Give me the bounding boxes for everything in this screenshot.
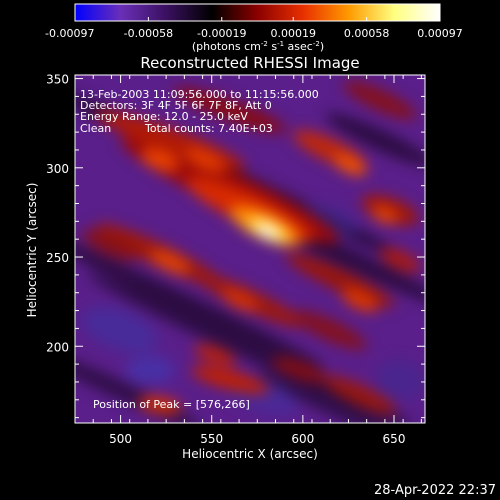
x-axis-ticks: 500 550 600 650 xyxy=(74,75,422,446)
annotations: 13-Feb-2003 11:09:56.000 to 11:15:56.000… xyxy=(80,88,319,411)
heatmap-blob xyxy=(341,288,379,312)
colorbar-tick-label: -0.00058 xyxy=(124,27,173,40)
heatmap-blob xyxy=(82,229,138,261)
heatmap-blob xyxy=(184,147,226,173)
heatmap-blob xyxy=(81,306,159,354)
footer-timestamp: 28-Apr-2022 22:37 xyxy=(374,483,496,498)
heatmap-blob xyxy=(333,154,367,176)
annotation-method: Clean xyxy=(80,122,111,135)
colorbar-tick-label: 0.00058 xyxy=(344,27,390,40)
heatmap-blob xyxy=(379,247,421,273)
heatmap-blob xyxy=(325,113,425,167)
colorbar-tick-labels: -0.00097 -0.00058 -0.00019 0.00019 0.00058 0.… xyxy=(45,27,463,40)
heatmap-image xyxy=(75,75,425,423)
annotation-energy: Energy Range: 12.0 - 25.0 keV xyxy=(80,110,248,123)
heatmap-blob xyxy=(293,310,367,350)
x-axis-label: Heliocentric X (arcsec) xyxy=(182,447,318,461)
heatmap-blob xyxy=(371,206,399,224)
heatmap-blob xyxy=(221,288,259,312)
colorbar-tick-label: 0.00019 xyxy=(270,27,316,40)
heatmap-blob xyxy=(343,80,417,120)
heatmap-blob xyxy=(173,87,287,133)
heatmap-blob xyxy=(323,375,397,415)
y-axis-label: Heliocentric Y (arcsec) xyxy=(25,183,39,318)
heatmap-blob xyxy=(194,344,236,366)
heatmap-blob xyxy=(149,249,191,275)
annotation-detectors: Detectors: 3F 4F 5F 6F 7F 8F, Att 0 xyxy=(80,99,272,112)
y-tick-label: 300 xyxy=(46,162,69,176)
chart-title: Reconstructed RHESSI Image xyxy=(140,54,359,72)
y-tick-label: 200 xyxy=(46,340,69,354)
heatmap-blob xyxy=(258,224,278,238)
y-tick-label: 250 xyxy=(46,251,69,265)
annotation-peak-position: Position of Peak = [576,266] xyxy=(93,398,250,411)
x-tick-label: 600 xyxy=(291,432,314,446)
annotation-total-counts: Total counts: 7.40E+03 xyxy=(144,122,273,135)
x-tick-label: 500 xyxy=(109,432,132,446)
heatmap-blob xyxy=(138,396,182,414)
heatmap-blob xyxy=(258,371,422,423)
colorbar-tick-label: -0.00097 xyxy=(45,27,94,40)
plot-frame xyxy=(74,74,426,424)
heatmap-blob xyxy=(140,148,180,172)
colorbar-tick-label: 0.00097 xyxy=(417,27,463,40)
heatmap-blob xyxy=(285,253,395,307)
heatmap-blob xyxy=(125,356,175,384)
colorbar-units-label: (photons cm-2 s-1 asec-2) xyxy=(192,40,324,53)
colorbar-ticks xyxy=(74,17,441,21)
colorbar xyxy=(74,3,441,22)
colorbar-tick-label: -0.00019 xyxy=(197,27,246,40)
x-tick-label: 550 xyxy=(200,432,223,446)
x-tick-label: 650 xyxy=(383,432,406,446)
heatmap-blob xyxy=(271,356,329,384)
y-tick-label: 350 xyxy=(46,73,69,87)
heatmap-blob xyxy=(375,359,425,401)
heatmap-blob xyxy=(191,366,269,394)
y-axis-ticks: 200 250 300 350 xyxy=(46,73,425,419)
annotation-time-range: 13-Feb-2003 11:09:56.000 to 11:15:56.000 xyxy=(80,88,319,101)
heatmap-blob xyxy=(75,231,326,369)
